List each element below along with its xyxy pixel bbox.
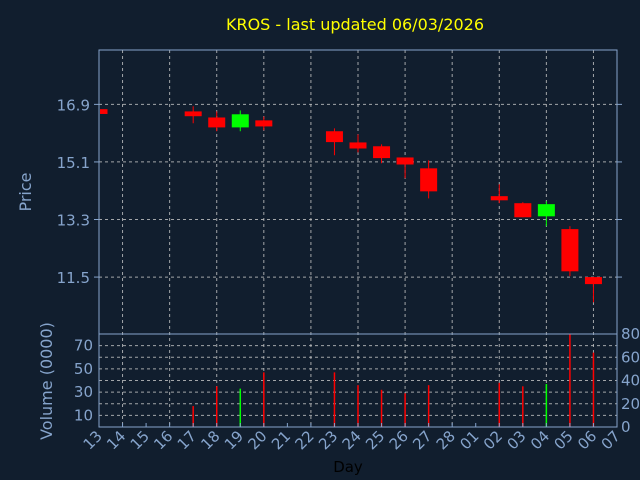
candle-body [255,120,273,127]
candle-body [514,203,532,218]
candle-body [490,196,508,201]
candle-body [373,146,391,159]
volume-tick-label: 40 [621,372,640,390]
chart-title: KROS - last updated 06/03/2026 [226,15,484,34]
day-tick-label: 13 [80,427,106,453]
day-tick-label: 04 [527,427,553,453]
candle-body [100,109,108,114]
candle-body [396,157,414,165]
day-tick-label: 17 [174,427,200,453]
day-tick-label: 27 [409,427,435,453]
candle-body [208,117,226,128]
day-tick-label: 16 [150,427,176,453]
volume-tick-label: 0 [621,418,631,436]
candle-body [231,114,249,128]
price-tick-label: 11.5 [57,269,90,287]
candle-body [584,277,602,285]
day-tick-label: 28 [433,427,459,453]
price-axis-label: Price [16,172,35,211]
day-tick-label: 23 [315,427,341,453]
price-panel [98,106,602,303]
volume-axis-label: Volume (0000) [37,322,56,440]
price-tick-label: 13.3 [57,212,90,230]
day-tick-label: 07 [598,427,624,453]
day-tick-label: 19 [221,427,247,453]
volume-tick-label: 50 [74,360,93,378]
day-tick-label: 20 [244,427,270,453]
candle-body [349,142,367,149]
axes: 16.915.113.311.5010203040506070801314151… [57,49,640,453]
day-tick-label: 21 [268,427,294,453]
day-tick-label: 01 [456,427,482,453]
day-tick-label: 25 [362,427,388,453]
volume-tick-label: 80 [621,325,640,343]
candle-body [420,168,438,192]
x-axis-label: Day [333,458,363,476]
candle-body [537,204,555,217]
day-tick-label: 14 [103,427,129,453]
price-tick-label: 16.9 [57,96,90,114]
day-tick-label: 02 [480,427,506,453]
candle-body [184,111,202,117]
volume-tick-label: 30 [74,383,93,401]
price-tick-label: 15.1 [57,154,90,172]
volume-panel [192,334,595,427]
volume-tick-label: 70 [74,337,93,355]
volume-tick-label: 10 [74,406,93,424]
volume-tick-label: 20 [621,395,640,413]
day-tick-label: 05 [551,427,577,453]
day-tick-label: 15 [127,427,153,453]
day-tick-label: 18 [197,427,223,453]
day-tick-label: 06 [574,427,600,453]
day-tick-label: 24 [339,427,365,453]
grid [99,50,617,427]
day-tick-label: 26 [386,427,412,453]
candle-body [561,229,579,272]
day-tick-label: 03 [503,427,529,453]
candle-body [325,131,343,143]
day-tick-label: 22 [292,427,318,453]
volume-tick-label: 60 [621,348,640,366]
